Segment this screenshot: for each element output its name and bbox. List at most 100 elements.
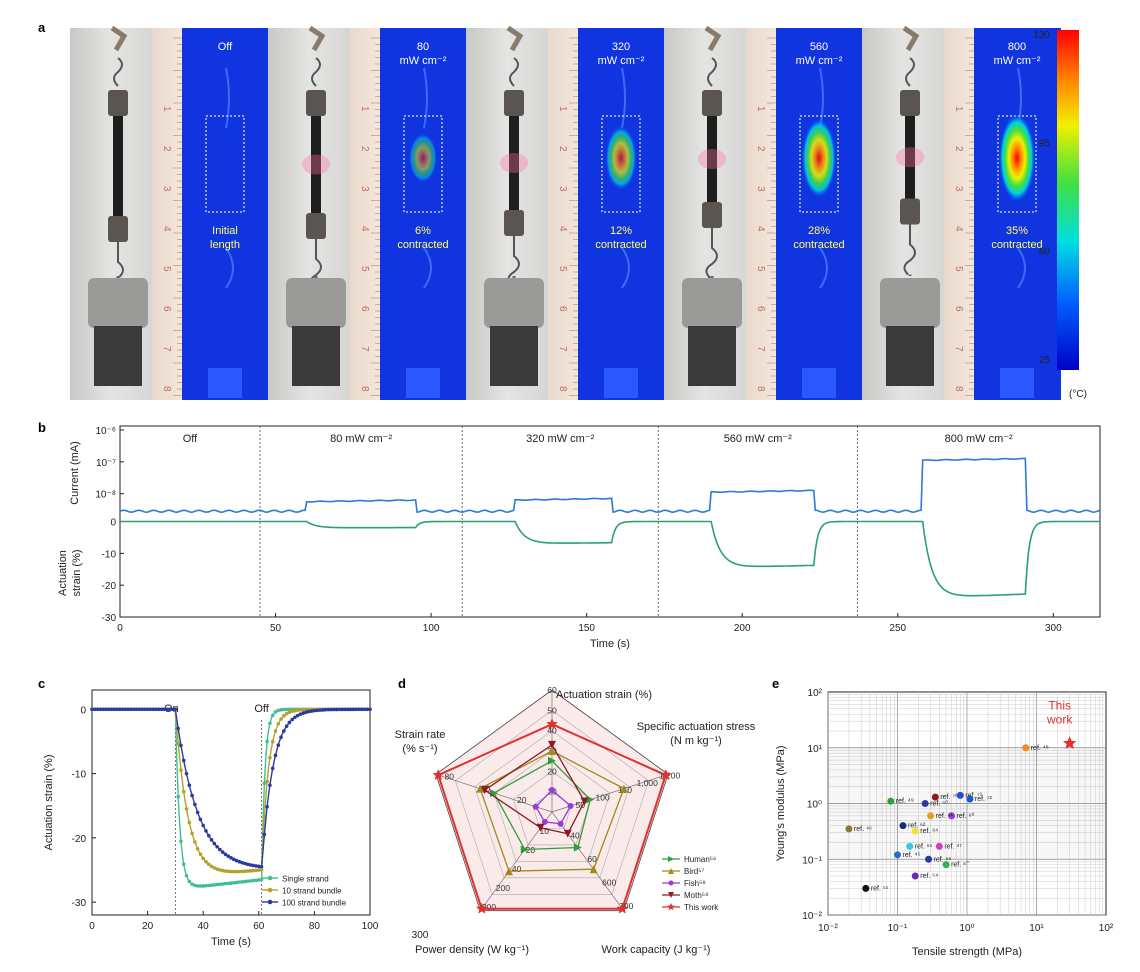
series-point (134, 707, 139, 712)
series-point (284, 724, 289, 729)
series-point (215, 844, 219, 849)
region-box (205, 115, 245, 213)
series-point (179, 768, 183, 772)
series-point (218, 882, 222, 887)
series-point (343, 707, 347, 712)
series-point (348, 707, 353, 712)
ruler-label: 5 (557, 266, 568, 272)
radar-tick-label: 1,200 (659, 771, 681, 781)
weight-top (682, 278, 742, 328)
x-tick-label: 0 (117, 623, 123, 634)
y-tick-label: 10⁻⁶ (95, 426, 116, 437)
series-point (320, 708, 325, 712)
ruler-label: 6 (161, 306, 172, 312)
series-point (212, 883, 217, 887)
x-tick-label: 100 (423, 623, 440, 634)
region-box (601, 115, 641, 213)
radar-marker (567, 802, 574, 809)
series-point (337, 707, 342, 712)
series-point (181, 862, 186, 866)
colorbar-unit: (°C) (1069, 389, 1087, 400)
series-point (187, 820, 192, 825)
radar-tick-label: 60 (587, 854, 597, 864)
clamp-upper (306, 90, 326, 116)
scatter-point-label: ref. ⁴⁵ (903, 852, 921, 859)
ruler-label: 6 (359, 306, 370, 312)
ruler-label: 2 (161, 146, 172, 152)
series-point (131, 707, 136, 712)
scatter-point-label: ref. ⁶⁴ (920, 828, 938, 835)
triangle-marker (668, 892, 674, 898)
contraction-caption-1: Initial (212, 225, 238, 237)
series-point (307, 709, 311, 714)
series-point (243, 869, 247, 874)
series-point (201, 884, 205, 888)
series-point (112, 707, 117, 712)
series-point (223, 852, 228, 857)
y-axis-label: Young's modulus (MPa) (775, 745, 787, 861)
triangle-marker (589, 865, 598, 874)
series-point (223, 881, 228, 886)
series-point (220, 850, 225, 854)
ir-image (182, 28, 269, 400)
series-point (270, 766, 275, 771)
radar-grid-ring (493, 750, 611, 862)
series-point (215, 867, 219, 871)
x-tick-label: 10¹ (1029, 923, 1044, 934)
series-point (259, 868, 264, 872)
series-point (240, 880, 244, 884)
series-point (262, 781, 267, 786)
series-point (329, 707, 333, 712)
segment-label: Off (183, 433, 198, 445)
y-tick-label: 10⁻⁸ (95, 490, 116, 501)
radar-tick-label: 300 (482, 902, 496, 912)
triangle-marker (536, 823, 545, 832)
scatter-point (966, 795, 974, 803)
scatter-point-label: ref. ⁵⁰ (930, 800, 948, 808)
series-point (259, 877, 264, 882)
series-point (156, 707, 161, 712)
fiber-bundle (707, 116, 717, 202)
series-point (237, 859, 242, 864)
x-tick-label: 10² (1099, 923, 1114, 934)
series-point (290, 717, 294, 722)
series-current (119, 457, 1101, 514)
series-point (315, 708, 319, 713)
heat-spot (801, 118, 837, 198)
radar-tick-label: 60 (547, 685, 557, 695)
weight-top (286, 278, 346, 328)
series-point (268, 721, 272, 726)
series-point (237, 869, 242, 874)
series-point (201, 823, 205, 828)
power-label: Off (218, 41, 233, 53)
fiber-bundle (509, 116, 519, 210)
series-point (262, 815, 267, 819)
ruler-label: 4 (161, 226, 172, 232)
ruler-label: 2 (953, 146, 964, 152)
ruler-label: 8 (359, 386, 370, 392)
series-point (123, 707, 128, 712)
ruler-label: 4 (755, 226, 766, 232)
series-point (257, 864, 261, 869)
series-point (195, 810, 200, 815)
scatter-point (927, 812, 935, 820)
scatter-point-label: ref. ⁶‷ (951, 861, 970, 869)
radar-tick-label: 20 (547, 766, 557, 776)
series-point (248, 869, 253, 873)
radar-axis-label: Actuation strain (%) (556, 689, 652, 701)
contraction-caption-1: 28% (808, 225, 830, 237)
ir-image (974, 28, 1061, 400)
scatter-point (887, 797, 895, 805)
series-point (226, 881, 231, 886)
contraction-caption-1: 35% (1006, 225, 1028, 237)
series-point (301, 707, 306, 712)
series-point (90, 707, 94, 712)
triangle-marker (480, 786, 489, 795)
series-point (209, 838, 214, 842)
colorbar-tick: 25 (1039, 355, 1051, 366)
legend-label: Moth⁵⁹ (684, 891, 709, 900)
power-label: 80 (417, 41, 429, 53)
scatter-point-label: ref. ⁷⁰ (940, 793, 958, 801)
panel-e: e 10⁻²10⁻² 10⁻¹ 10⁻¹ 10⁰ 10⁰ 10¹ 10¹ 10² 10² Tensi… (772, 676, 1114, 958)
series-point (193, 883, 197, 888)
